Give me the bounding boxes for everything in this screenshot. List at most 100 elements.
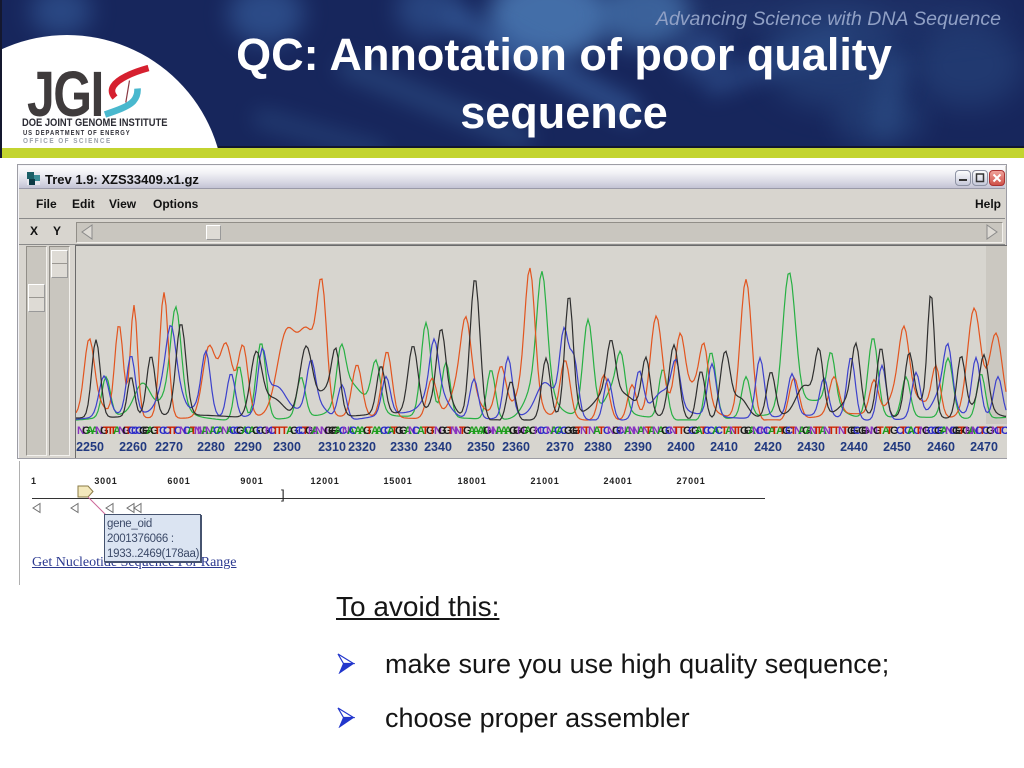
svg-text:A: A [146,425,154,437]
svg-text:G: G [520,425,529,437]
svg-text:A: A [241,425,249,437]
svg-text:N: N [588,425,596,437]
svg-text:N: N [342,425,350,437]
svg-text:2250: 2250 [76,440,104,454]
svg-text:2370: 2370 [546,440,574,454]
svg-text:T: T [842,425,849,437]
svg-text:N: N [517,425,525,437]
svg-text:N: N [308,425,316,437]
svg-text:N: N [408,425,416,437]
svg-text:G: G [744,425,753,437]
svg-text:N: N [652,425,660,437]
svg-text:C: C [703,425,711,437]
svg-text:C: C [298,425,306,437]
svg-text:T: T [429,425,436,437]
svg-text:G: G [858,425,867,437]
svg-text:T: T [598,425,605,437]
svg-text:T: T [732,425,739,437]
svg-text:2270: 2270 [155,440,183,454]
svg-text:N: N [809,425,817,437]
svg-text:C: C [1001,425,1007,437]
svg-text:T: T [422,425,429,437]
svg-text:C: C [756,425,764,437]
svg-text:G: G [443,425,452,437]
svg-text:G: G [328,425,337,437]
svg-text:N: N [919,425,927,437]
svg-text:A: A [311,425,319,437]
svg-text:T: T [645,425,652,437]
svg-text:N: N [870,425,878,437]
svg-text:T: T [816,425,823,437]
svg-text:T: T [447,425,454,437]
svg-text:C: C [665,425,673,437]
svg-text:2440: 2440 [840,440,868,454]
svg-text:G: G [331,425,340,437]
svg-text:A: A [725,425,733,437]
svg-text:N: N [197,425,205,437]
svg-text:T: T [281,425,288,437]
svg-text:T: T [790,425,797,437]
svg-text:G: G [150,425,159,437]
svg-text:N: N [628,425,636,437]
svg-text:G: G [569,425,578,437]
svg-text:G: G [100,425,109,437]
svg-text:G: G [847,425,856,437]
svg-text:A: A [940,425,948,437]
svg-text:G: G [802,425,811,437]
svg-text:C: C [131,425,139,437]
svg-text:A: A [358,425,366,437]
svg-text:2470: 2470 [970,440,998,454]
svg-text:A: A [819,425,827,437]
svg-text:A: A [968,425,976,437]
svg-text:C: C [135,425,143,437]
svg-text:A: A [504,425,512,437]
svg-text:2410: 2410 [710,440,738,454]
svg-text:N: N [669,425,677,437]
svg-text:C: C [233,425,241,437]
svg-text:G: G [324,425,333,437]
svg-text:G: G [261,425,270,437]
svg-text:C: C [537,425,545,437]
svg-text:A: A [805,425,813,437]
svg-text:A: A [556,425,564,437]
svg-text:G: G [438,425,447,437]
svg-text:A: A [347,425,355,437]
svg-text:T: T [678,425,685,437]
svg-text:C: C [412,425,420,437]
svg-text:A: A [882,425,890,437]
svg-text:A: A [637,425,645,437]
svg-text:N: N [434,425,442,437]
svg-text:2320: 2320 [348,440,376,454]
svg-text:C: C [560,425,568,437]
svg-text:N: N [794,425,802,437]
svg-text:C: C [975,425,983,437]
svg-text:2260: 2260 [119,440,147,454]
svg-text:A: A [354,425,362,437]
svg-text:C: C [763,425,771,437]
svg-text:T: T [673,425,680,437]
svg-text:N: N [315,425,323,437]
svg-text:N: N [965,425,973,437]
svg-text:T: T [813,425,820,437]
svg-text:G: G [955,425,964,437]
svg-text:A: A [417,425,425,437]
svg-text:T: T [979,425,986,437]
svg-text:N: N [491,425,499,437]
svg-text:N: N [95,425,103,437]
svg-text:A: A [371,425,379,437]
svg-text:G: G [782,425,791,437]
svg-text:2460: 2460 [927,440,955,454]
svg-text:C: C [339,425,347,437]
svg-text:G: G [962,425,971,437]
svg-text:C: C [715,425,723,437]
svg-text:G: G [305,425,314,437]
svg-text:C: C [853,425,861,437]
svg-text:C: C [163,425,171,437]
svg-text:A: A [748,425,756,437]
svg-text:T: T [272,425,279,437]
svg-text:T: T [779,425,786,437]
svg-text:C: C [244,425,252,437]
svg-text:C: C [268,425,276,437]
svg-text:A: A [248,425,256,437]
svg-text:T: T [190,425,197,437]
